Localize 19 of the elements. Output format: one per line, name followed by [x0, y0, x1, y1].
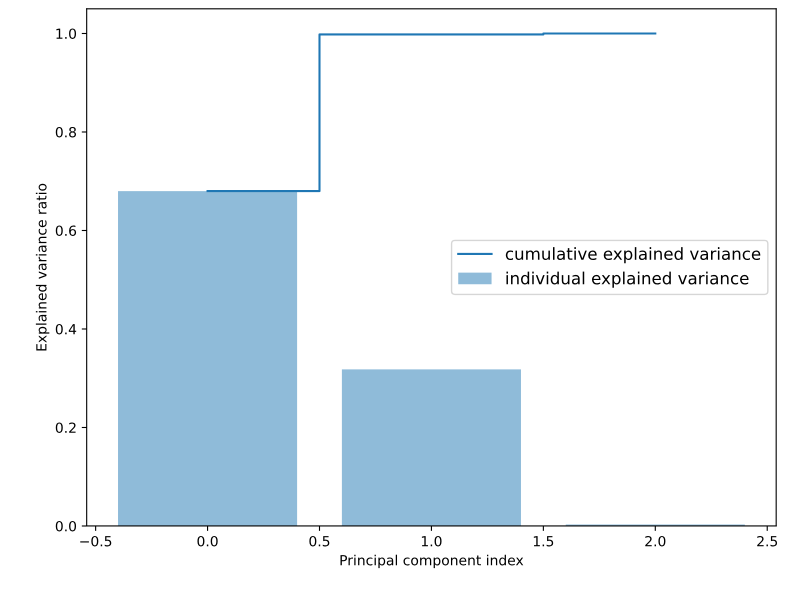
y-tick-label: 0.4	[56, 324, 76, 334]
x-tick-label: 1.5	[534, 536, 554, 546]
legend-label: individual explained variance	[506, 272, 749, 288]
x-axis-title: Principal component index	[340, 554, 524, 568]
y-tick-label: 0.2	[56, 422, 76, 433]
x-tick-label: −0.5	[80, 536, 112, 546]
y-tick-label: 0.0	[56, 520, 76, 532]
legend-label: cumulative explained variance	[506, 247, 760, 264]
x-tick-label: 1.0	[422, 536, 442, 546]
x-tick-label: 2.5	[757, 536, 778, 546]
x-tick-label: 2.0	[645, 536, 666, 546]
bar	[342, 369, 521, 526]
y-tick-label: 0.8	[56, 126, 76, 138]
y-tick-label: 1.0	[56, 28, 76, 39]
y-axis-title: Explained variance ratio	[36, 184, 50, 350]
bar	[118, 191, 298, 526]
x-tick-label: 0.0	[197, 536, 218, 546]
x-tick-label: 0.5	[309, 536, 330, 546]
y-tick-label: 0.6	[56, 225, 76, 236]
